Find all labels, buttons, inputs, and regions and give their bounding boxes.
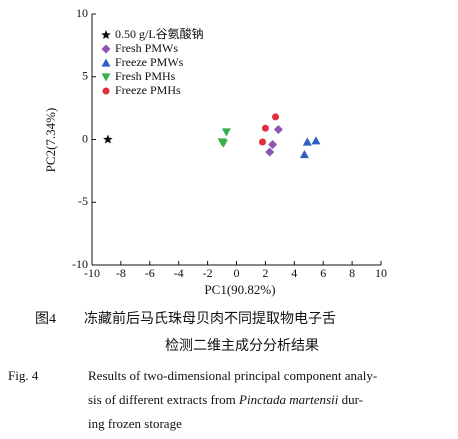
y-tick-label: 10 — [76, 6, 88, 20]
x-tick-label: -2 — [203, 266, 213, 280]
point — [302, 137, 312, 146]
caption-line: ing frozen storage — [88, 416, 182, 431]
caption-text: dur- — [338, 392, 363, 407]
point — [272, 113, 280, 121]
x-tick-label: -4 — [174, 266, 184, 280]
caption-text: Pinctada martensii — [238, 392, 339, 407]
legend-marker — [102, 87, 110, 95]
y-tick-label: -5 — [78, 194, 88, 208]
legend-marker — [101, 73, 111, 82]
x-tick-label: 8 — [349, 266, 355, 280]
y-axis-label: PC2(7.34%) — [43, 108, 58, 173]
point — [311, 136, 321, 145]
x-tick-label: 6 — [320, 266, 326, 280]
point — [273, 124, 283, 134]
point — [221, 128, 231, 137]
caption-line: sis of different extracts from Pinctada … — [88, 392, 363, 407]
caption-line: 检测二维主成分分析结果 — [165, 338, 319, 354]
x-tick-label: -10 — [84, 266, 100, 280]
point — [103, 134, 113, 144]
caption-line: 冻藏前后马氏珠母贝肉不同提取物电子舌 — [84, 310, 336, 327]
caption-line: Results of two-dimensional principal com… — [88, 368, 377, 383]
y-tick-label: 0 — [82, 131, 88, 145]
point — [268, 140, 278, 150]
legend-label: Fresh PMHs — [115, 69, 176, 83]
x-tick-label: 2 — [262, 266, 268, 280]
legend-label: Freeze PMHs — [115, 83, 181, 97]
x-tick-label: 0 — [234, 266, 240, 280]
point — [218, 139, 228, 148]
legend-marker — [101, 30, 111, 40]
x-tick-label: -6 — [145, 266, 155, 280]
caption-text: sis of different extracts from — [88, 392, 239, 407]
legend-label: Fresh PMWs — [115, 41, 178, 55]
point — [299, 150, 309, 159]
legend-marker — [101, 58, 111, 67]
x-tick-label: 10 — [375, 266, 387, 280]
y-tick-label: -10 — [72, 257, 88, 271]
legend-marker — [101, 44, 111, 54]
legend-label: 0.50 g/L谷氨酸钠 — [115, 26, 204, 41]
point — [261, 124, 269, 132]
y-tick-label: 5 — [82, 69, 88, 83]
x-tick-label: -8 — [116, 266, 126, 280]
legend-label: Freeze PMWs — [115, 55, 184, 69]
x-axis-label: PC1(90.82%) — [204, 282, 275, 297]
x-tick-label: 4 — [291, 266, 297, 280]
caption-label: Fig. 4 — [8, 368, 39, 383]
point — [259, 138, 267, 146]
point — [265, 147, 275, 157]
caption-label: 图4 — [35, 312, 56, 327]
